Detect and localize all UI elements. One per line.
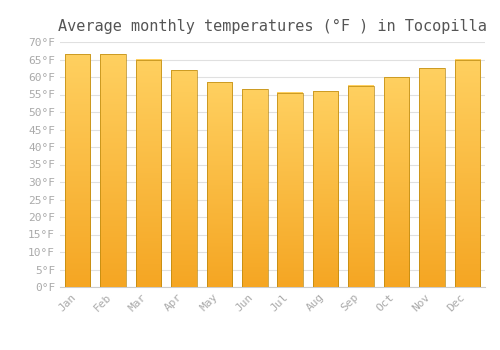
Bar (65, 54, 90, 287)
Bar (136, 60, 162, 287)
Bar (313, 91, 338, 287)
Bar (242, 89, 268, 287)
Bar (171, 70, 196, 287)
Bar (384, 77, 409, 287)
Bar (419, 68, 444, 287)
Bar (348, 86, 374, 287)
Bar (454, 60, 480, 287)
Bar (100, 54, 126, 287)
Bar (278, 93, 303, 287)
Bar (206, 82, 232, 287)
Title: Average monthly temperatures (°F ) in Tocopilla: Average monthly temperatures (°F ) in To… (58, 19, 487, 34)
